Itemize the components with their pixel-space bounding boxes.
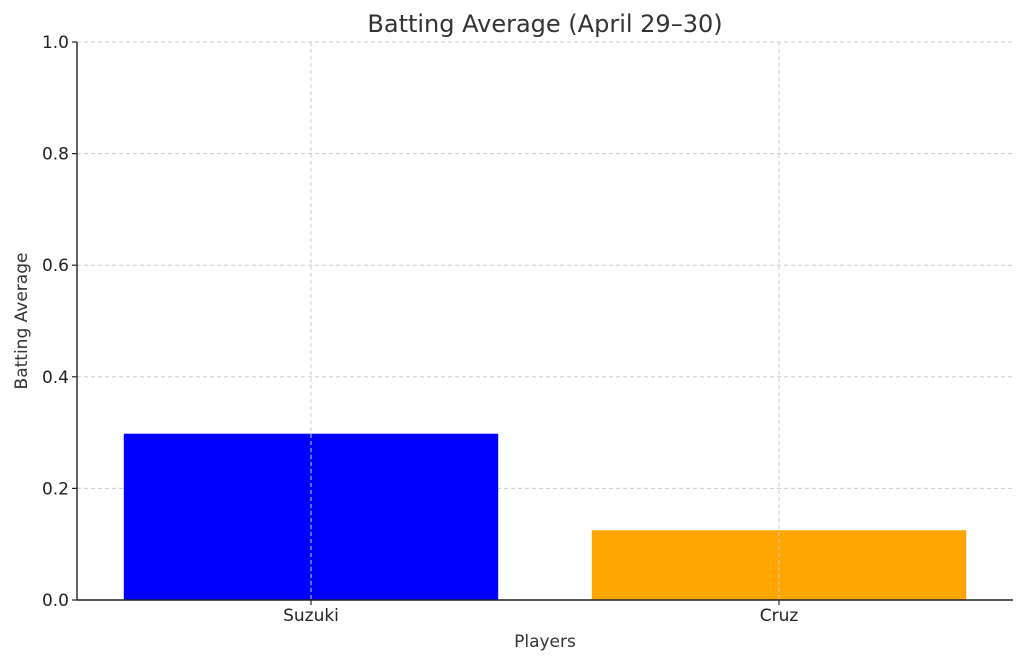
vertical-grid [310,42,780,600]
axes [76,42,1013,601]
y-tick-label: 1.0 [42,33,69,53]
chart-title: Batting Average (April 29–30) [367,10,722,38]
y-tick-label: 0.6 [42,256,69,276]
y-tick-label: 0.8 [42,145,69,165]
x-ticks: Suzuki Cruz [283,600,798,626]
x-tick-label: Cruz [760,606,799,626]
grid [77,41,1013,489]
y-axis-label: Batting Average [12,253,32,390]
y-ticks: 0.0 0.2 0.4 0.6 0.8 1.0 [42,33,77,611]
bars [123,433,967,600]
x-tick-label: Suzuki [283,606,339,626]
y-tick-label: 0.2 [42,479,69,499]
bar-suzuki [123,433,499,600]
y-tick-label: 0.4 [42,368,69,388]
y-tick-label: 0.0 [42,591,69,611]
x-axis-label: Players [514,632,576,652]
